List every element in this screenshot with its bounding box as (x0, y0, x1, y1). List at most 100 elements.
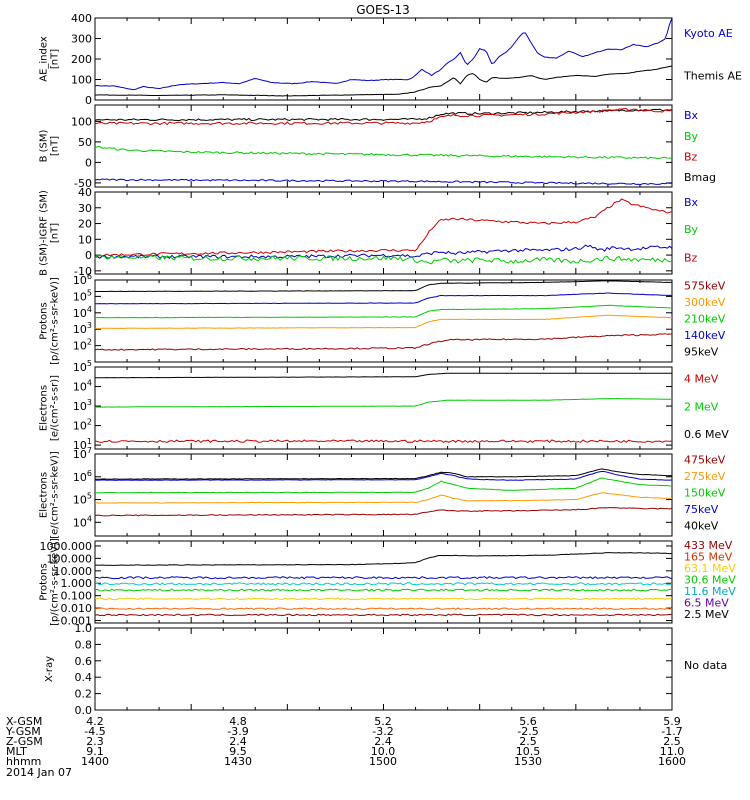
ytick-label: 100 (71, 115, 92, 128)
series-line-kyoto-ae (94, 17, 673, 91)
legend-label: By (684, 223, 699, 236)
legend-label: 210keV (684, 313, 726, 326)
ytick-exponent: 5 (87, 492, 92, 501)
footer-date: 2014 Jan 07 (6, 766, 72, 779)
footer-value: 9.5 (229, 745, 247, 758)
series-line-bz (94, 108, 673, 126)
footer-value: 4.2 (86, 715, 104, 728)
footer-value: -4.5 (84, 725, 105, 738)
ytick-base: 300 (71, 33, 92, 46)
y-axis-label: Electrons (39, 385, 50, 431)
ytick-label: 106 (73, 272, 92, 287)
legend-label: 95keV (684, 345, 719, 358)
footer-value: -1.7 (661, 725, 682, 738)
ytick-base: 0.2 (75, 688, 93, 701)
ytick-base: 10 (73, 323, 87, 336)
footer-value: 10.0 (371, 745, 396, 758)
series-line-210kev (94, 304, 673, 319)
ytick-label: 0.6 (75, 655, 93, 668)
legend-label: 0.6 MeV (684, 428, 729, 441)
ytick-label: 104 (73, 379, 92, 394)
panel-bsm: -50 0 50 100 B (SM) [nT] Bx By Bz Bmag (39, 104, 716, 190)
ytick-label: 102 (73, 338, 92, 353)
ytick-base: 50 (78, 136, 92, 149)
ytick-label: 100.000 (47, 552, 93, 565)
ytick-label: 0.010 (61, 602, 93, 615)
ytick-base: 10 (73, 340, 87, 353)
legend-label: Bz (684, 151, 698, 164)
ytick-base: 1.000 (61, 577, 93, 590)
footer-value: 2.4 (229, 735, 247, 748)
ytick-base: 10 (73, 494, 87, 507)
ytick-label: 10 (78, 233, 92, 246)
series-line-40kev (94, 506, 673, 517)
footer-value: 2.3 (86, 735, 104, 748)
ytick-base: 10 (73, 439, 87, 452)
series-line-themis-ae (95, 65, 673, 97)
ytick-label: 200 (71, 53, 92, 66)
ytick-label: 50 (78, 136, 92, 149)
y-axis-label: B (SM) (39, 129, 50, 162)
footer-value: 2.4 (374, 735, 392, 748)
y-axis-label: Protons (39, 563, 50, 600)
ytick-exponent: 6 (87, 272, 92, 281)
series-line-6.5-mev (94, 607, 673, 611)
ytick-base: 0.0 (75, 704, 93, 717)
ytick-label: 1000.000 (40, 540, 93, 553)
plot-title: GOES-13 (356, 3, 410, 17)
footer-row-label: MLT (6, 745, 27, 758)
ytick-label: 0.001 (61, 615, 93, 628)
ytick-base: 0.6 (75, 655, 93, 668)
footer-value: 11.0 (660, 745, 685, 758)
ytick-label: 0.4 (75, 671, 93, 684)
legend-label: 4 MeV (684, 372, 719, 385)
legend-label: 475keV (684, 454, 726, 467)
legend-label: Kyoto AE (684, 27, 733, 40)
ytick-label: 107 (73, 446, 92, 461)
ytick-label: 105 (73, 288, 92, 303)
y-axis-label: [nT] (50, 223, 61, 243)
ytick-base: -10 (74, 265, 92, 278)
legend-label: 75keV (684, 503, 719, 516)
y-axis-label: AE_index (39, 36, 50, 82)
ytick-base: 1000.000 (40, 540, 93, 553)
ytick-label: 0 (85, 249, 92, 262)
ytick-exponent: 2 (87, 418, 92, 427)
ytick-label: 40 (78, 186, 92, 199)
ytick-base: 0.100 (61, 590, 93, 603)
y-axis-label: B (SM)-IGRF (SM) (39, 190, 50, 276)
panel-frame (94, 540, 673, 624)
footer-value: 4.8 (229, 715, 247, 728)
legend-label: 433 MeV (684, 539, 733, 552)
ytick-label: 105 (73, 492, 92, 507)
legend-label: 150keV (684, 487, 726, 500)
panel-frame (94, 279, 673, 363)
footer-value: -3.2 (372, 725, 393, 738)
y-axis-label: [e/(cm²-s-sr)] (50, 375, 61, 441)
panel-bigrf: -10 0 10 20 30 40 B (SM)-IGRF (SM) [nT] Bx By Bz (39, 186, 699, 278)
ytick-base: 0 (85, 156, 92, 169)
series-line-275kev (94, 470, 673, 481)
y-axis-label: [e/(cm²-s-sr-keV)] (50, 451, 61, 539)
footer-value: 1530 (514, 755, 542, 768)
y-axis-label: [nT] (50, 49, 61, 69)
legend-label: 275keV (684, 470, 726, 483)
ytick-label: 1.000 (61, 577, 93, 590)
footer-row-label: X-GSM (6, 715, 42, 728)
ytick-base: 40 (78, 186, 92, 199)
footer-value: 9.1 (86, 745, 104, 758)
ephemeris-footer: X-GSM 4.2 4.8 5.2 5.6 5.9 Y-GSM -4.5 -3.9 -3.2 -2.… (5, 715, 686, 779)
series-line-300kev (94, 292, 673, 305)
footer-value: 2.5 (519, 735, 537, 748)
y-axis-label: [p/(cm²-s-sr-keV)] (50, 277, 61, 365)
ytick-exponent: 7 (87, 446, 92, 455)
footer-value: 1430 (224, 755, 252, 768)
ytick-label: 0 (85, 156, 92, 169)
ytick-base: 10 (73, 420, 87, 433)
